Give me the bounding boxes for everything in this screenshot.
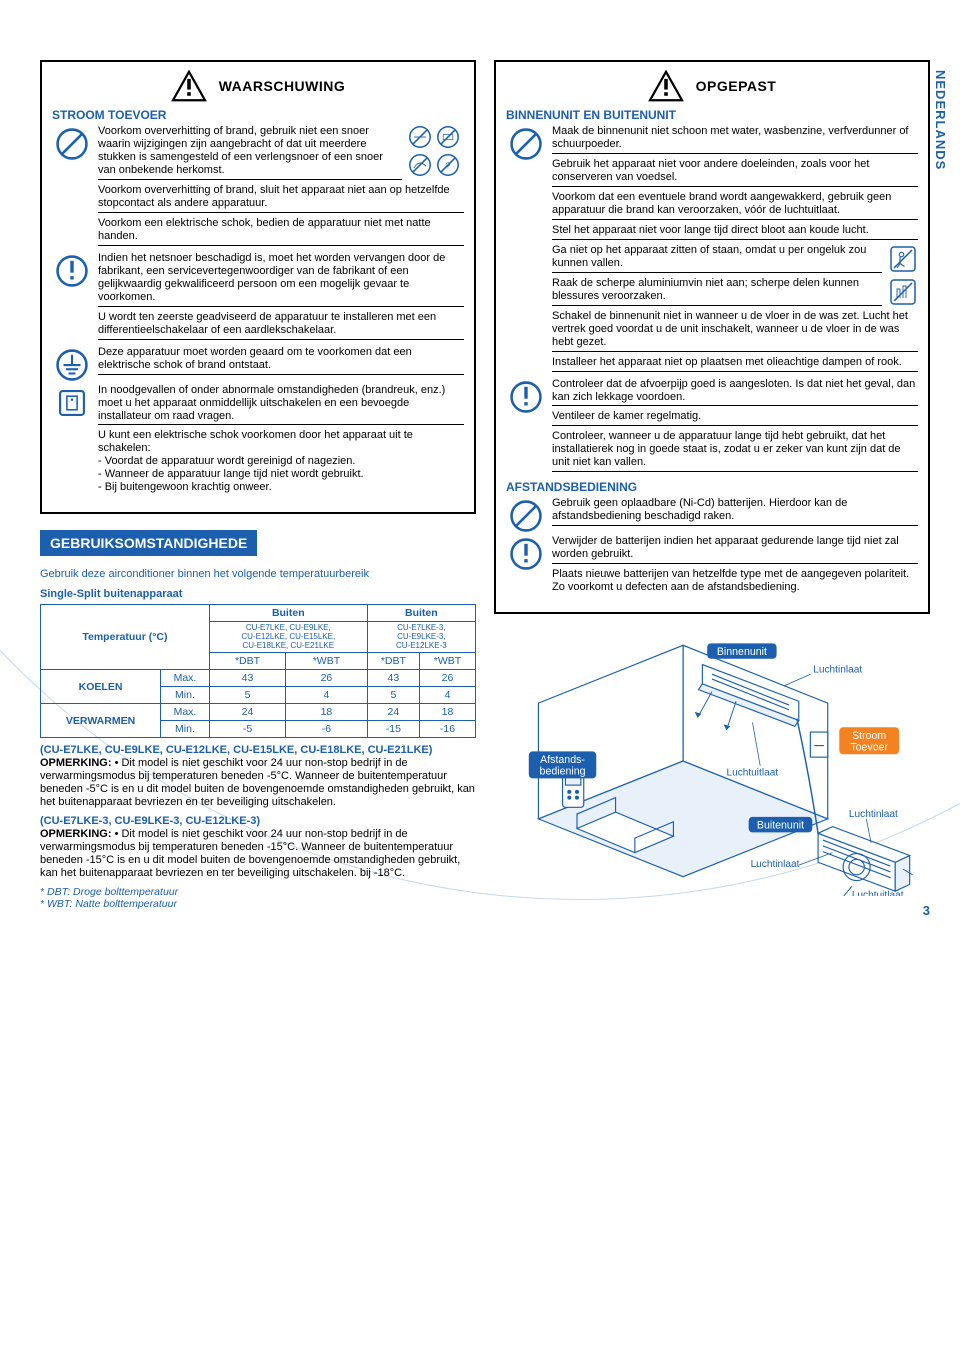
section-stroom-title: STROOM TOEVOER bbox=[52, 108, 464, 122]
label-afstands: Afstands- bbox=[540, 754, 585, 766]
label-luchtinlaat-3: Luchtinlaat bbox=[751, 859, 800, 870]
footnote-dbt: * DBT: Droge bolttemperatuur bbox=[40, 886, 476, 898]
warn-text-5: U wordt ten zeerste geadviseerd de appar… bbox=[98, 311, 464, 340]
th-wbt1: *WBT bbox=[286, 653, 368, 670]
caution-text-4: Stel het apparaat niet voor lange tijd d… bbox=[552, 224, 918, 240]
warn-text-1: Voorkom oververhitting of brand, gebruik… bbox=[98, 125, 402, 180]
th-wbt2: *WBT bbox=[420, 653, 476, 670]
label-stroom: Stroom bbox=[852, 730, 886, 742]
th-temp: Temperatuur (°C) bbox=[41, 605, 210, 670]
warn-text-3: Voorkom een elektrische schok, bedien de… bbox=[98, 217, 464, 246]
warning-box: WAARSCHUWING STROOM TOEVOER Voorkom over… bbox=[40, 60, 476, 514]
caution-triangle-icon bbox=[648, 70, 684, 102]
th-models-a: CU-E7LKE, CU-E9LKE,CU-E12LKE, CU-E15LKE,… bbox=[209, 622, 367, 653]
warning-title: WAARSCHUWING bbox=[219, 78, 346, 94]
th-verwarmen: VERWARMEN bbox=[41, 704, 161, 738]
label-luchtuitlaat-2: Luchtuitlaat bbox=[852, 890, 904, 896]
no-unknown-icon: ? bbox=[436, 153, 460, 177]
note1-text: OPMERKING: • Dit model is niet geschikt … bbox=[40, 757, 476, 809]
th-buiten-b: Buiten bbox=[367, 605, 475, 622]
label-buitenunit: Buitenunit bbox=[757, 820, 804, 832]
caution-text-6: Raak de scherpe aluminiumvin niet aan; s… bbox=[552, 277, 882, 306]
label-luchtinlaat-2: Luchtinlaat bbox=[849, 809, 898, 820]
no-fix-icon bbox=[408, 125, 432, 149]
caution-text-3: Voorkom dat een eventuele brand wordt aa… bbox=[552, 191, 918, 220]
caution-text-11: Controleer, wanneer u de apparatuur lang… bbox=[552, 430, 918, 472]
caution-text-5: Ga niet op het apparaat zitten of staan,… bbox=[552, 244, 882, 273]
prohibit-icon bbox=[509, 499, 543, 533]
caution-text-12: Gebruik geen oplaadbare (Ni-Cd) batterij… bbox=[552, 497, 918, 526]
attention-icon bbox=[509, 537, 543, 571]
label-luchtuitlaat-1: Luchtuitlaat bbox=[726, 768, 778, 779]
prohibit-icon bbox=[55, 127, 89, 161]
attention-icon bbox=[509, 380, 543, 414]
svg-text:bediening: bediening bbox=[540, 766, 586, 778]
temperature-table: Temperatuur (°C) Buiten Buiten CU-E7LKE,… bbox=[40, 604, 476, 738]
caution-text-2: Gebruik het apparaat niet voor andere do… bbox=[552, 158, 918, 187]
warn-text-2: Voorkom oververhitting of brand, sluit h… bbox=[98, 184, 464, 213]
right-column: OPGEPAST BINNENUNIT EN BUITENUNIT Maak d… bbox=[494, 60, 930, 910]
installation-diagram: Afstands- bediening Binnenunit Stroom To… bbox=[494, 626, 930, 896]
caution-text-13: Verwijder de batterijen indien het appar… bbox=[552, 535, 918, 564]
warn-text-6: Deze apparatuur moet worden geaard om te… bbox=[98, 346, 464, 375]
label-luchtinlaat-1: Luchtinlaat bbox=[813, 665, 862, 676]
label-binnenunit: Binnenunit bbox=[717, 646, 767, 658]
section-afstand-title: AFSTANDSBEDIENING bbox=[506, 480, 918, 494]
usage-intro: Gebruik deze airconditioner binnen het v… bbox=[40, 568, 476, 582]
no-touch-fin-icon bbox=[888, 277, 918, 307]
caution-box: OPGEPAST BINNENUNIT EN BUITENUNIT Maak d… bbox=[494, 60, 930, 614]
footnote-wbt: * WBT: Natte bolttemperatuur bbox=[40, 898, 476, 910]
warn-text-4: Indien het netsnoer beschadigd is, moet … bbox=[98, 252, 464, 307]
caution-text-9: Controleer dat de afvoerpijp goed is aan… bbox=[552, 378, 918, 407]
language-tab: NEDERLANDS bbox=[933, 70, 948, 170]
prohibit-icon bbox=[509, 127, 543, 161]
warning-triangle-icon bbox=[171, 70, 207, 102]
caution-text-1: Maak de binnenunit niet schoon met water… bbox=[552, 125, 918, 154]
caution-title: OPGEPAST bbox=[696, 78, 777, 94]
switch-off-icon bbox=[55, 386, 89, 420]
note2-models: (CU-E7LKE-3, CU-E9LKE-3, CU-E12LKE-3) bbox=[40, 815, 476, 828]
caution-text-7: Schakel de binnenunit niet in wanneer u … bbox=[552, 310, 918, 352]
caution-text-10: Ventileer de kamer regelmatig. bbox=[552, 410, 918, 426]
section-binnen-title: BINNENUNIT EN BUITENUNIT bbox=[506, 108, 918, 122]
attention-icon bbox=[55, 254, 89, 288]
note1-models: (CU-E7LKE, CU-E9LKE, CU-E12LKE, CU-E15LK… bbox=[40, 744, 476, 757]
usage-subhead: Single-Split buitenapparaat bbox=[40, 588, 476, 600]
th-buiten-a: Buiten bbox=[209, 605, 367, 622]
svg-text:Toevoer: Toevoer bbox=[850, 742, 888, 754]
warn-text-8: U kunt een elektrische schok voorkomen d… bbox=[98, 429, 464, 496]
th-dbt1: *DBT bbox=[209, 653, 285, 670]
th-dbt2: *DBT bbox=[367, 653, 419, 670]
ground-icon bbox=[55, 348, 89, 382]
caution-text-8: Installeer het apparaat niet op plaatsen… bbox=[552, 356, 918, 372]
th-models-b: CU-E7LKE-3,CU-E9LKE-3,CU-E12LKE-3 bbox=[367, 622, 475, 653]
note2-text: OPMERKING: • Dit model is niet geschikt … bbox=[40, 828, 476, 880]
page-number: 3 bbox=[923, 903, 930, 918]
no-extend-icon bbox=[408, 153, 432, 177]
th-koelen: KOELEN bbox=[41, 670, 161, 704]
warn-text-7: In noodgevallen of onder abnormale omsta… bbox=[98, 384, 464, 426]
no-sit-icon bbox=[888, 244, 918, 274]
no-join-icon bbox=[436, 125, 460, 149]
usage-heading: GEBRUIKSOMSTANDIGHEDE bbox=[40, 530, 257, 556]
svg-text:?: ? bbox=[446, 161, 451, 171]
caution-text-14: Plaats nieuwe batterijen van hetzelfde t… bbox=[552, 568, 918, 596]
left-column: WAARSCHUWING STROOM TOEVOER Voorkom over… bbox=[40, 60, 476, 910]
